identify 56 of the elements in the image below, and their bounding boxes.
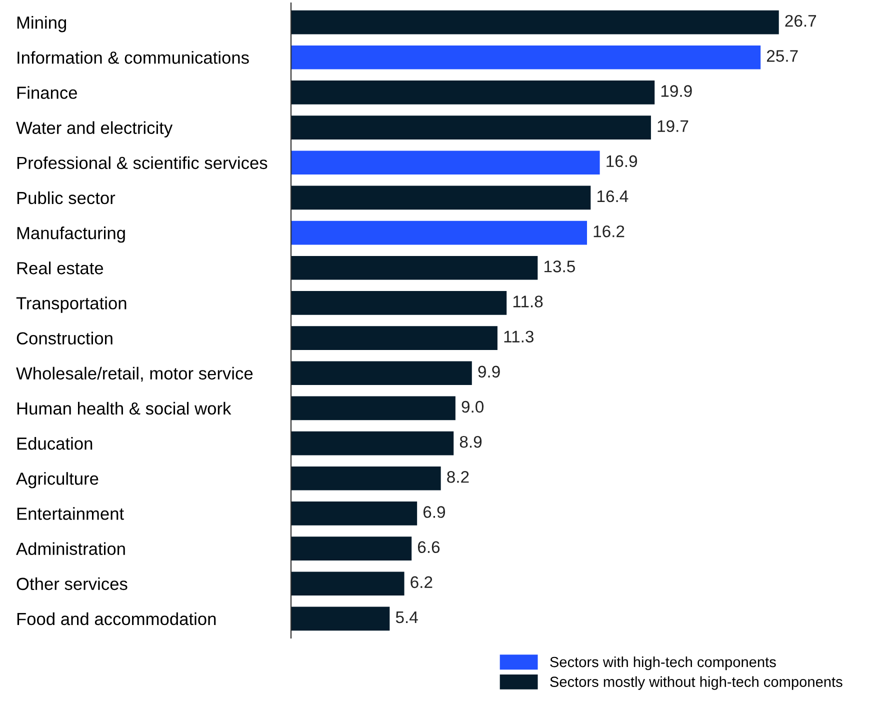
data-label: 11.3 (504, 330, 534, 343)
bar (291, 606, 390, 631)
y-tick-label: Education (17, 437, 92, 450)
y-tick-label: Construction (16, 332, 112, 345)
y-tick-label: Agriculture (16, 472, 98, 488)
y-tick-label: Information & communications (18, 51, 249, 64)
data-label: 8.2 (447, 471, 469, 483)
data-label: 11.8 (513, 296, 543, 308)
data-label: 6.9 (423, 506, 446, 518)
y-tick-label: Transportation (16, 296, 126, 313)
data-label: 9.9 (478, 366, 500, 378)
data-label: 26.7 (785, 14, 816, 27)
bar (291, 45, 761, 70)
y-tick-label: Wholesale/retail, motor service (16, 366, 253, 382)
data-label: 13.5 (544, 260, 575, 272)
bar (291, 502, 418, 526)
y-tick-label: Other services (16, 577, 128, 590)
data-label: 6.6 (418, 541, 440, 554)
legend-label: Sectors mostly without high-tech components (550, 676, 842, 690)
bar (291, 536, 412, 560)
y-tick-label: Mining (17, 16, 66, 32)
legend-label: Sectors with high-tech components (550, 656, 776, 670)
y-tick-label: Water and electricity (16, 121, 173, 138)
bar (291, 572, 404, 596)
data-label: 25.7 (766, 50, 798, 62)
data-label: 16.2 (594, 225, 624, 238)
y-tick-label: Finance (17, 86, 77, 99)
bar (291, 466, 441, 490)
bar (291, 396, 456, 420)
data-label: 19.9 (661, 85, 692, 97)
data-label: 5.4 (396, 612, 418, 624)
y-tick-label: Administration (16, 542, 125, 555)
bar (291, 256, 538, 280)
bar (291, 431, 454, 456)
bar (291, 150, 600, 175)
y-tick-label: Human health & social work (17, 402, 232, 415)
y-tick-label: Manufacturing (17, 226, 125, 243)
y-tick-label: Professional & scientific services (17, 156, 268, 170)
bar (291, 220, 588, 245)
bar (291, 116, 651, 140)
y-tick-label: Food and accommodation (17, 612, 216, 626)
bar (291, 326, 498, 350)
data-label: 6.2 (410, 576, 432, 588)
bar (291, 291, 507, 315)
y-tick-label: Real estate (17, 262, 104, 274)
data-label: 8.9 (460, 436, 482, 448)
data-label: 19.7 (658, 120, 688, 132)
bar (291, 80, 655, 104)
bar (291, 186, 591, 210)
y-tick-label: Public sector (17, 191, 116, 204)
y-tick-label: Entertainment (17, 507, 124, 520)
data-label: 16.9 (606, 155, 637, 168)
data-label: 16.4 (597, 190, 628, 202)
bar (291, 361, 472, 386)
bar (291, 10, 779, 34)
data-label: 9.0 (462, 400, 484, 413)
